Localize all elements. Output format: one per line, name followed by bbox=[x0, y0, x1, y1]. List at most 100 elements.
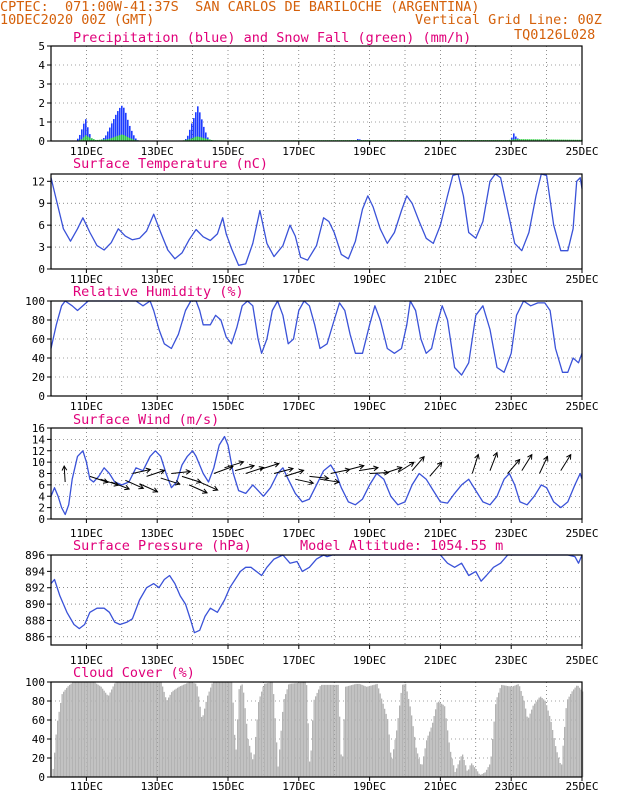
wind-arrow-shaft bbox=[273, 468, 294, 474]
temp-frame bbox=[50, 173, 583, 270]
rh-xtick-label: 21DEC bbox=[424, 400, 457, 413]
cloud-bar bbox=[418, 758, 420, 777]
precip-bar bbox=[113, 119, 115, 141]
wind-arrow-shaft bbox=[125, 479, 144, 489]
precip-xtick-label: 11DEC bbox=[70, 145, 103, 158]
precip-bar bbox=[205, 132, 207, 141]
cloud-bar bbox=[246, 723, 248, 777]
cloud-ytick-label: 60 bbox=[32, 714, 45, 727]
cloud-bar bbox=[553, 738, 555, 777]
cloud-bar bbox=[225, 682, 227, 777]
press-ytick-label: 886 bbox=[25, 631, 45, 644]
cloud-bar bbox=[291, 683, 293, 777]
precip-bar bbox=[105, 135, 107, 141]
precip-bar bbox=[87, 127, 89, 141]
cloud-bar bbox=[541, 698, 543, 777]
snow-bar bbox=[103, 139, 105, 141]
cloud-bar bbox=[117, 682, 119, 777]
temp-ytick-label: 6 bbox=[38, 219, 45, 232]
cloud-bar bbox=[193, 683, 195, 777]
precip-bar bbox=[85, 119, 87, 141]
wind-arrow-shaft bbox=[507, 459, 521, 474]
press-ytick-label: 888 bbox=[25, 614, 45, 627]
wind-arrow-shaft bbox=[234, 465, 255, 472]
snow-bar bbox=[203, 138, 205, 141]
snow-bar bbox=[547, 139, 549, 141]
snow-bar bbox=[531, 139, 533, 141]
cloud-bar bbox=[171, 692, 173, 777]
cloud-bar bbox=[403, 684, 405, 777]
cloud-bar bbox=[373, 684, 375, 777]
cloud-bar bbox=[229, 682, 231, 777]
wind-ytick-label: 6 bbox=[38, 479, 45, 492]
cloud-bar bbox=[85, 682, 87, 777]
temp-xtick-label: 25DEC bbox=[565, 273, 598, 286]
cloud-bar bbox=[471, 763, 473, 777]
cloud-bar bbox=[79, 682, 81, 777]
cloud-bar bbox=[330, 684, 332, 777]
cloud-bar bbox=[268, 682, 270, 777]
cloud-bar bbox=[298, 682, 300, 777]
cloud-bar bbox=[67, 686, 69, 777]
wind-ytick-label: 14 bbox=[32, 433, 46, 446]
cloud-ytick-label: 100 bbox=[25, 676, 45, 689]
cloud-bar bbox=[90, 682, 92, 777]
snow-bar bbox=[529, 139, 531, 141]
snow-bar bbox=[559, 139, 561, 141]
cloud-bar bbox=[391, 758, 393, 777]
cloud-bar bbox=[567, 699, 569, 777]
snow-bar bbox=[127, 137, 129, 141]
cloud-bar bbox=[88, 682, 90, 777]
cloud-bar bbox=[213, 682, 215, 777]
cloud-bar bbox=[399, 705, 401, 777]
wind-arrow-shaft bbox=[309, 475, 329, 479]
precip-bar bbox=[81, 129, 83, 141]
cloud-bar bbox=[231, 682, 233, 777]
cloud-bar bbox=[75, 682, 77, 777]
cloud-bar bbox=[576, 685, 578, 777]
cloud-bar bbox=[508, 686, 510, 777]
cloud-bar bbox=[484, 772, 486, 777]
cloud-bar bbox=[546, 705, 548, 777]
cloud-bar bbox=[297, 682, 299, 777]
wind-arrow-head bbox=[174, 480, 181, 486]
wind-arrow-shaft bbox=[188, 484, 208, 494]
precip-bar bbox=[79, 134, 81, 141]
rh-line bbox=[50, 300, 583, 376]
cloud-bar bbox=[499, 688, 501, 777]
cloud-bar bbox=[196, 686, 198, 777]
cloud-bar bbox=[385, 713, 387, 777]
cloud-bar bbox=[102, 688, 104, 777]
precip-bar bbox=[129, 125, 131, 141]
cloud-bar bbox=[345, 686, 347, 777]
cloud-bar bbox=[552, 729, 554, 777]
snow-bar bbox=[511, 139, 513, 141]
cloud-bar bbox=[354, 684, 356, 777]
cloud-bar bbox=[150, 682, 152, 777]
wind-arrow-head bbox=[514, 458, 521, 465]
wind-arrow-shaft bbox=[224, 461, 244, 469]
cloud-bar bbox=[441, 703, 443, 777]
cloud-xtick-label: 11DEC bbox=[70, 780, 103, 793]
rh-xtick-label: 23DEC bbox=[495, 400, 528, 413]
cloud-bar bbox=[388, 734, 390, 777]
precip-xtick-label: 15DEC bbox=[211, 145, 244, 158]
wind-xtick-label: 19DEC bbox=[353, 527, 386, 540]
cloud-bar bbox=[327, 684, 329, 777]
cloud-bar bbox=[118, 682, 120, 777]
wind-arrow-shaft bbox=[358, 467, 379, 472]
wind-arrow-shaft bbox=[344, 465, 364, 472]
snow-bar bbox=[557, 139, 559, 141]
cloud-bar bbox=[58, 711, 60, 777]
rh-xtick-label: 17DEC bbox=[282, 400, 315, 413]
cloud-bar bbox=[468, 769, 470, 777]
cloud-bar bbox=[244, 708, 246, 777]
header-date: 10DEC2020 00Z (GMT) bbox=[0, 12, 155, 28]
wind-xtick-label: 25DEC bbox=[565, 527, 598, 540]
cloud-bar bbox=[544, 700, 546, 777]
cloud-bar bbox=[415, 747, 417, 777]
cloud-bar bbox=[216, 682, 218, 777]
precip-bar bbox=[197, 106, 199, 141]
wind-arrow-head bbox=[159, 468, 166, 475]
cloud-bar bbox=[226, 682, 228, 777]
